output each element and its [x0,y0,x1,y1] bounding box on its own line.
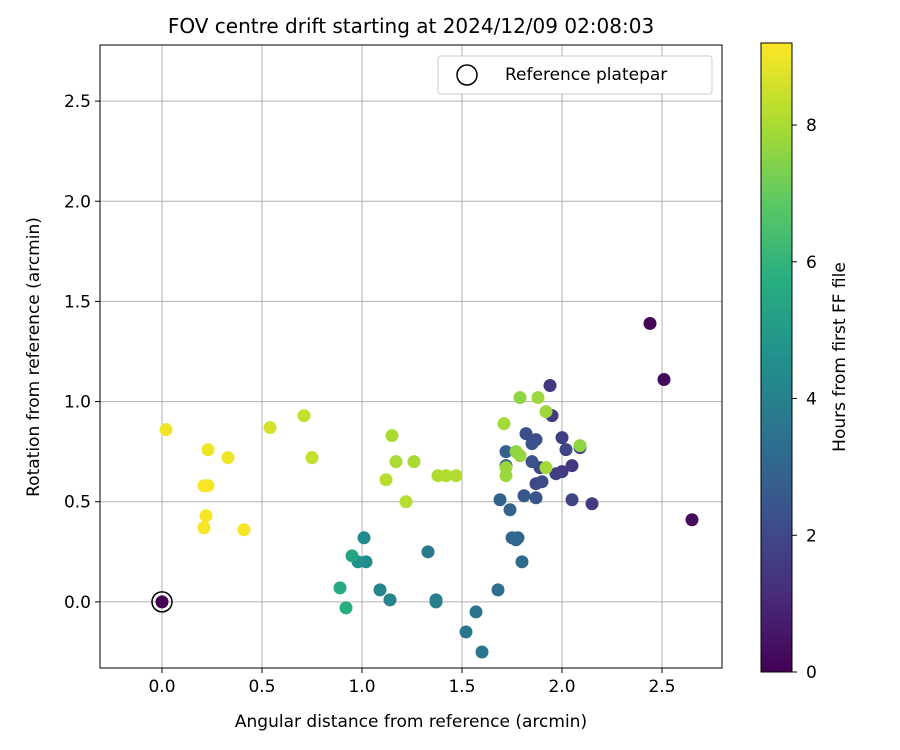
scatter-point [493,493,507,507]
legend: Reference platepar [437,55,713,95]
scatter-point [539,405,553,419]
x-tick-label: 1.5 [448,677,475,697]
chart-title: FOV centre drift starting at 2024/12/09 … [168,14,654,38]
scatter-point [357,531,371,545]
y-tick-label: 0.0 [64,593,91,613]
scatter-point [305,451,319,465]
scatter-point [469,605,483,619]
scatter-point [339,601,353,615]
scatter-point [491,583,505,597]
scatter-point [531,391,545,405]
scatter-point [385,429,399,443]
scatter-point [263,421,277,435]
scatter-point [499,469,513,483]
colorbar-gradient [760,42,793,673]
colorbar-tick-label: 0 [806,663,817,683]
scatter-point [513,449,527,463]
colorbar-tick-label: 4 [806,390,817,410]
scatter-point [389,455,403,469]
scatter-point [543,379,557,393]
scatter-point [565,493,579,507]
scatter-point [345,549,359,563]
scatter-point [573,439,587,453]
scatter-point [499,445,513,459]
scatter-point [657,373,671,387]
scatter-point [549,467,563,481]
x-axis-label: Angular distance from reference (arcmin) [235,712,587,732]
legend-marker [456,64,478,86]
scatter-point [529,491,543,505]
colorbar-tick-label: 8 [806,116,817,136]
scatter-point [517,489,531,503]
scatter-point [407,455,421,469]
scatter-point [449,469,463,483]
scatter-point [201,443,215,457]
scatter-point [555,431,569,445]
scatter-point [559,443,573,457]
scatter-point [515,555,529,569]
scatter-point [503,503,517,517]
scatter-point [297,409,311,423]
scatter-point [379,473,393,487]
scatter-point [513,391,527,405]
scatter-point [643,316,657,330]
scatter-point [373,583,387,597]
colorbar-tick-label: 2 [806,526,817,546]
y-axis-ticks: 0.0 0.5 1.0 1.5 2.0 2.5 [64,92,100,613]
y-tick-label: 0.5 [64,493,91,513]
x-tick-label: 0.0 [148,677,175,697]
y-tick-label: 1.0 [64,393,91,413]
scatter-point [439,469,453,483]
x-tick-label: 0.5 [248,677,275,697]
scatter-point [159,423,173,437]
scatter-point [475,645,489,659]
scatter-point [201,479,215,493]
scatter-point [197,521,211,535]
scatter-point [525,437,539,451]
scatter-point [497,417,511,431]
y-tick-label: 2.0 [64,192,91,212]
y-tick-label: 2.5 [64,92,91,112]
scatter-point [237,523,251,537]
scatter-point [155,595,169,609]
x-tick-label: 2.0 [548,677,575,697]
x-axis-ticks: 0.0 0.5 1.0 1.5 2.0 2.5 [148,668,676,697]
scatter-point [685,513,699,527]
x-tick-label: 1.0 [348,677,375,697]
scatter-point [429,595,443,609]
scatter-point [519,427,533,441]
legend-box [437,55,713,95]
scatter-point [525,455,539,469]
scatter-point [539,461,553,475]
colorbar-tick-label: 6 [806,253,817,273]
colorbar: 0 2 4 6 8 Hours from first FF file [760,42,850,683]
x-tick-label: 2.5 [648,677,675,697]
scatter-point [459,625,473,639]
scatter-point [221,451,235,465]
colorbar-ticks: 0 2 4 6 8 [792,116,817,683]
y-tick-label: 1.5 [64,292,91,312]
legend-entry-label: Reference platepar [505,65,667,85]
scatter-point [535,475,549,489]
scatter-points [151,316,699,659]
grid-lines [100,45,722,668]
colorbar-label: Hours from first FF file [830,262,850,452]
plot-frame [99,44,723,669]
y-axis-label: Rotation from reference (arcmin) [24,217,44,497]
scatter-point [383,593,397,607]
scatter-point [399,495,413,509]
reference-platepar-marker [151,591,173,613]
scatter-point [565,459,579,473]
scatter-point [585,497,599,511]
scatter-point [421,545,435,559]
scatter-point [333,581,347,595]
scatter-point [511,531,525,545]
scatter-point [199,509,213,523]
